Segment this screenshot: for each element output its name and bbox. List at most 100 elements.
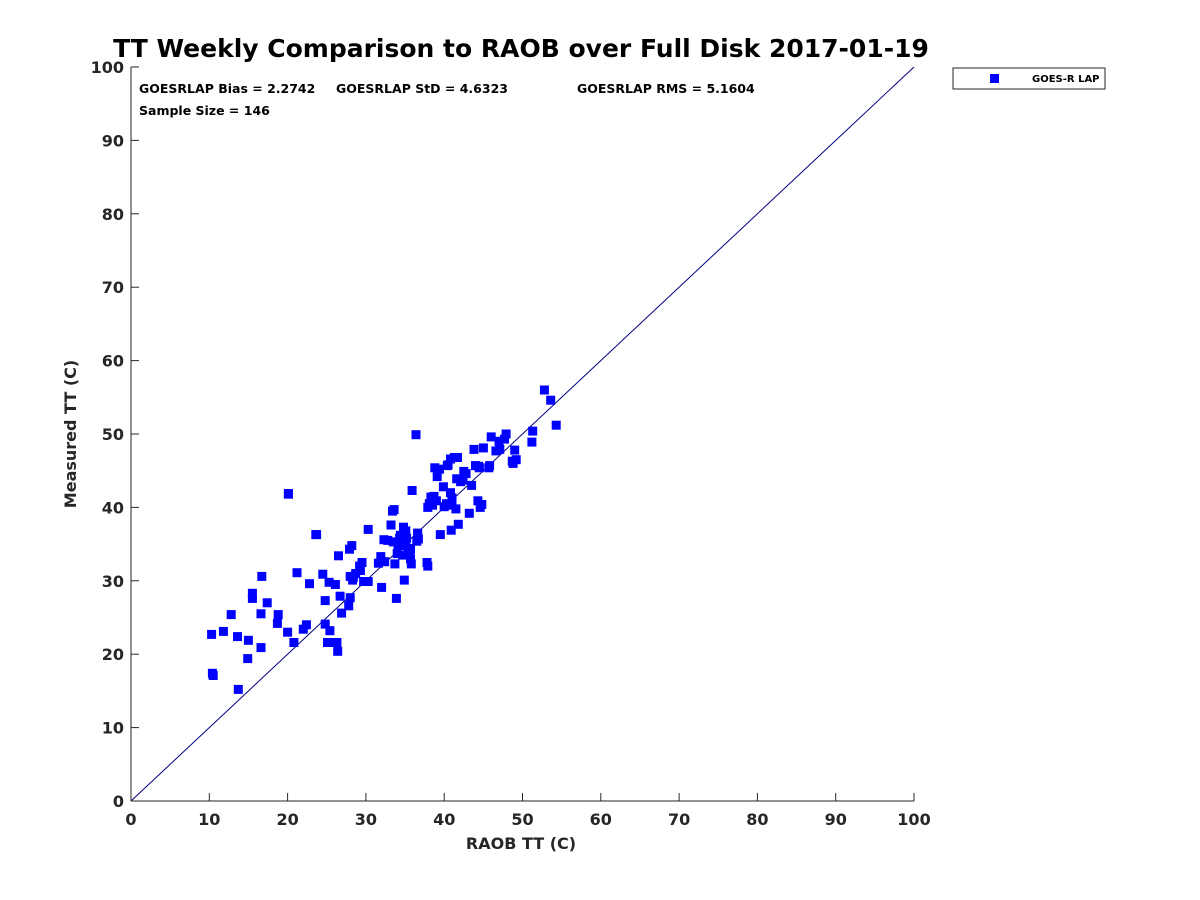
data-point: [443, 460, 453, 470]
data-point: [347, 541, 357, 551]
sample-size-stat: Sample Size = 146: [139, 103, 270, 118]
y-axis-label: Measured TT (C): [61, 360, 80, 508]
x-tick-label: 70: [668, 810, 690, 829]
legend-box: [952, 67, 1106, 90]
data-point: [411, 430, 421, 440]
data-point: [501, 429, 511, 439]
y-tick-label: 20: [102, 645, 124, 664]
data-point: [320, 619, 330, 629]
data-point: [435, 464, 444, 474]
data-point: [233, 684, 243, 694]
data-point: [332, 638, 342, 647]
data-point: [292, 568, 302, 578]
x-tick-label: 40: [433, 810, 455, 829]
data-point: [406, 554, 415, 564]
y-tick-label: 60: [102, 352, 124, 371]
data-point: [446, 525, 456, 535]
data-point: [377, 582, 387, 592]
data-point: [247, 593, 257, 603]
data-point: [324, 577, 334, 587]
data-point: [485, 461, 495, 471]
data-point: [272, 618, 282, 628]
data-point: [413, 534, 423, 544]
data-point: [477, 500, 487, 509]
data-point: [345, 593, 355, 603]
data-point: [510, 445, 520, 455]
data-point: [262, 598, 272, 608]
data-point: [373, 558, 383, 568]
data-point: [451, 504, 461, 514]
data-point: [494, 436, 504, 446]
data-point: [469, 444, 479, 454]
data-point: [442, 499, 451, 509]
data-point: [380, 557, 390, 567]
x-tick-label: 10: [198, 810, 220, 829]
x-tick-label: 30: [355, 810, 377, 829]
legend: GOES-R LAP: [952, 67, 1106, 90]
data-point: [326, 638, 336, 647]
data-point: [333, 646, 343, 656]
data-point: [430, 463, 440, 473]
data-point: [386, 520, 396, 530]
data-point: [247, 588, 257, 598]
y-tick-label: 90: [102, 131, 124, 150]
y-tick-label: 70: [102, 278, 124, 297]
x-tick-label: 90: [825, 810, 847, 829]
data-point: [432, 472, 442, 482]
data-point: [478, 443, 488, 453]
data-point: [330, 580, 340, 589]
data-point: [289, 638, 299, 647]
data-point: [474, 463, 484, 473]
data-point: [407, 486, 417, 495]
data-point: [318, 569, 328, 579]
data-point: [528, 426, 538, 436]
data-point: [344, 601, 354, 611]
data-point: [446, 488, 455, 498]
data-point: [337, 608, 347, 618]
data-point: [486, 432, 496, 442]
data-point: [363, 577, 373, 586]
data-point: [453, 453, 462, 462]
x-axis-label: RAOB TT (C): [466, 834, 576, 853]
data-point: [399, 575, 409, 585]
x-tick-label: 80: [746, 810, 768, 829]
reference-line-group: [130, 66, 915, 802]
data-point: [453, 519, 463, 529]
bias-stat: GOESRLAP Bias = 2.2742: [139, 81, 315, 96]
data-point: [458, 475, 468, 485]
scatter-points: [207, 385, 561, 694]
data-point: [464, 508, 474, 518]
data-point: [218, 626, 228, 636]
data-point: [388, 537, 398, 547]
data-point: [546, 395, 556, 405]
y-tick-label: 30: [102, 572, 124, 591]
x-tick-label: 20: [276, 810, 298, 829]
data-point: [406, 544, 415, 554]
data-point: [511, 455, 521, 465]
data-point: [301, 620, 311, 630]
data-point: [233, 632, 242, 642]
data-point: [500, 434, 509, 444]
data-point: [539, 385, 549, 395]
data-point: [283, 627, 293, 637]
data-point: [334, 551, 343, 561]
data-point: [243, 635, 253, 645]
x-tick-label: 60: [590, 810, 612, 829]
x-tick-label: 50: [511, 810, 533, 829]
data-point: [273, 610, 283, 620]
data-point: [392, 549, 402, 559]
data-point: [395, 530, 405, 540]
data-point: [527, 437, 537, 447]
y-tick-label: 80: [102, 205, 124, 224]
legend-label-goes-r-lap: GOES-R LAP: [1032, 74, 1100, 85]
data-point: [435, 530, 445, 540]
chart-title: TT Weekly Comparison to RAOB over Full D…: [113, 34, 929, 63]
data-point: [359, 577, 369, 586]
data-point: [320, 596, 330, 606]
data-point: [401, 526, 411, 536]
data-point: [351, 569, 361, 578]
data-point: [447, 493, 457, 503]
data-point: [305, 579, 314, 589]
data-point: [355, 566, 365, 575]
data-point: [363, 524, 373, 534]
